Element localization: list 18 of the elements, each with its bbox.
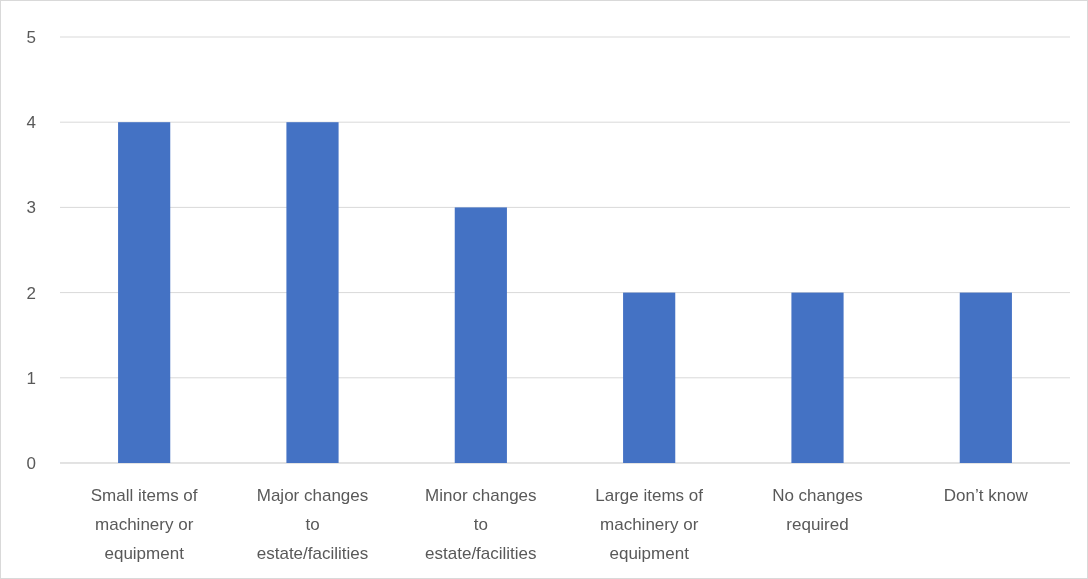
- x-tick-label: Large items of machinery or equipment: [595, 486, 704, 563]
- y-tick-label: 3: [26, 198, 36, 218]
- x-tick-label: No changes required: [772, 486, 863, 534]
- bar: [623, 292, 676, 463]
- y-tick-label: 1: [26, 368, 36, 388]
- bar: [118, 122, 171, 463]
- bar: [959, 292, 1012, 463]
- x-tick-label: Major changes to estate/facilities: [256, 486, 369, 563]
- x-tick-label: Minor changes to estate/facilities: [425, 486, 537, 563]
- bar: [286, 122, 339, 463]
- y-tick-label: 2: [26, 283, 36, 303]
- x-tick-label: Don’t know: [943, 486, 1029, 505]
- bar: [454, 207, 507, 463]
- bar: [791, 292, 844, 463]
- y-tick-label: 0: [26, 453, 36, 473]
- y-tick-label: 4: [26, 113, 36, 133]
- y-tick-label: 5: [26, 27, 36, 47]
- x-tick-label: Small items of machinery or equipment: [90, 486, 198, 563]
